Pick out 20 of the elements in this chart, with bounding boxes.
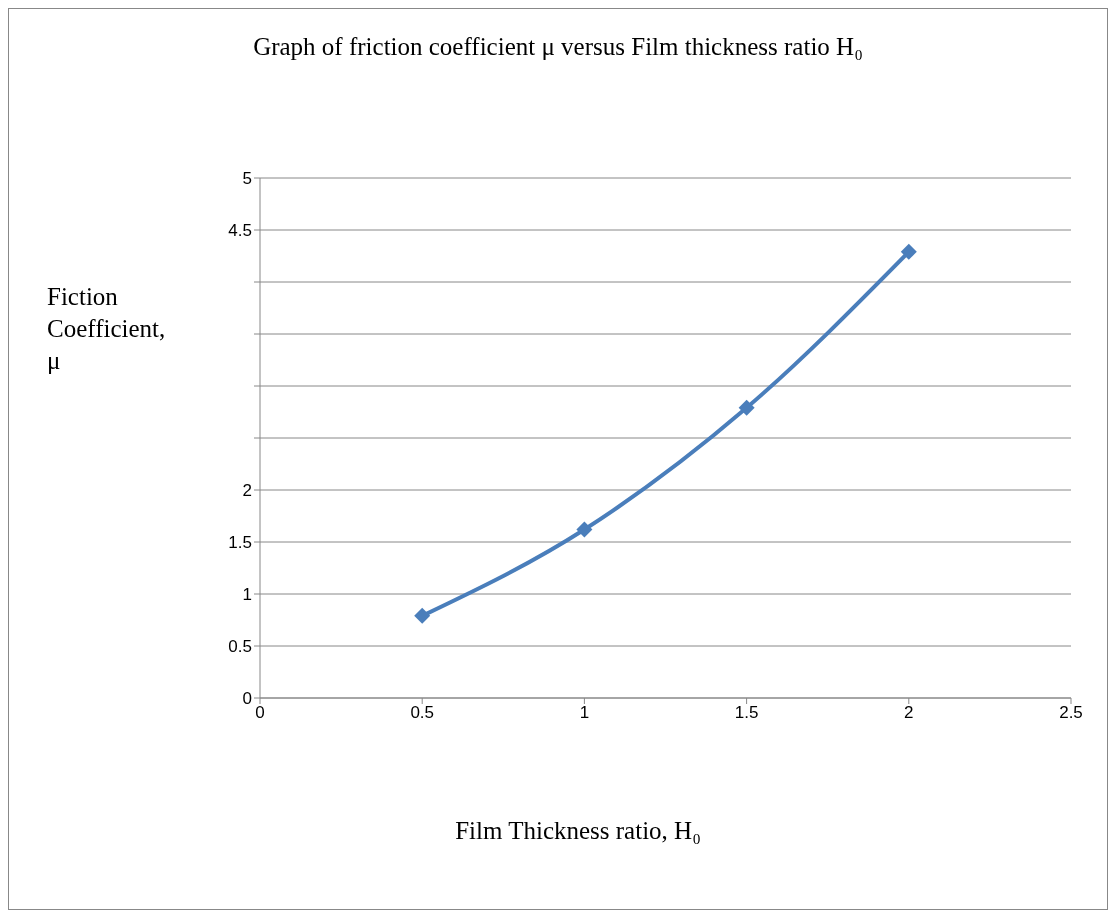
y-tick-label: 0.5 <box>228 637 252 657</box>
point <box>900 243 917 260</box>
chart-title: Graph of friction coefficient μ versus Film thickness ratio H₀ <box>252 33 864 61</box>
point <box>576 521 593 538</box>
x-tick-label: 0 <box>255 703 265 723</box>
y-tick-label: 5 <box>242 169 252 189</box>
y-tick-label: 2 <box>242 481 252 501</box>
x-axis-title: Film Thickness ratio, H₀ <box>454 817 702 845</box>
point <box>738 399 755 416</box>
x-tick-label: 1 <box>579 703 590 723</box>
y-tick-label: 1 <box>242 585 252 605</box>
point <box>414 607 431 624</box>
y-tick-label: 4.5 <box>228 221 252 241</box>
y-tick-label: 1.5 <box>228 533 252 553</box>
x-tick-label: 2.5 <box>1059 703 1083 723</box>
y-axis-title: Fiction Coefficient, μ <box>47 282 166 376</box>
x-tick-label: 2 <box>904 703 914 723</box>
y-tick-label: 0 <box>242 689 252 709</box>
x-tick-label: 1.5 <box>734 703 759 723</box>
x-tick-label: 0.5 <box>410 703 435 723</box>
